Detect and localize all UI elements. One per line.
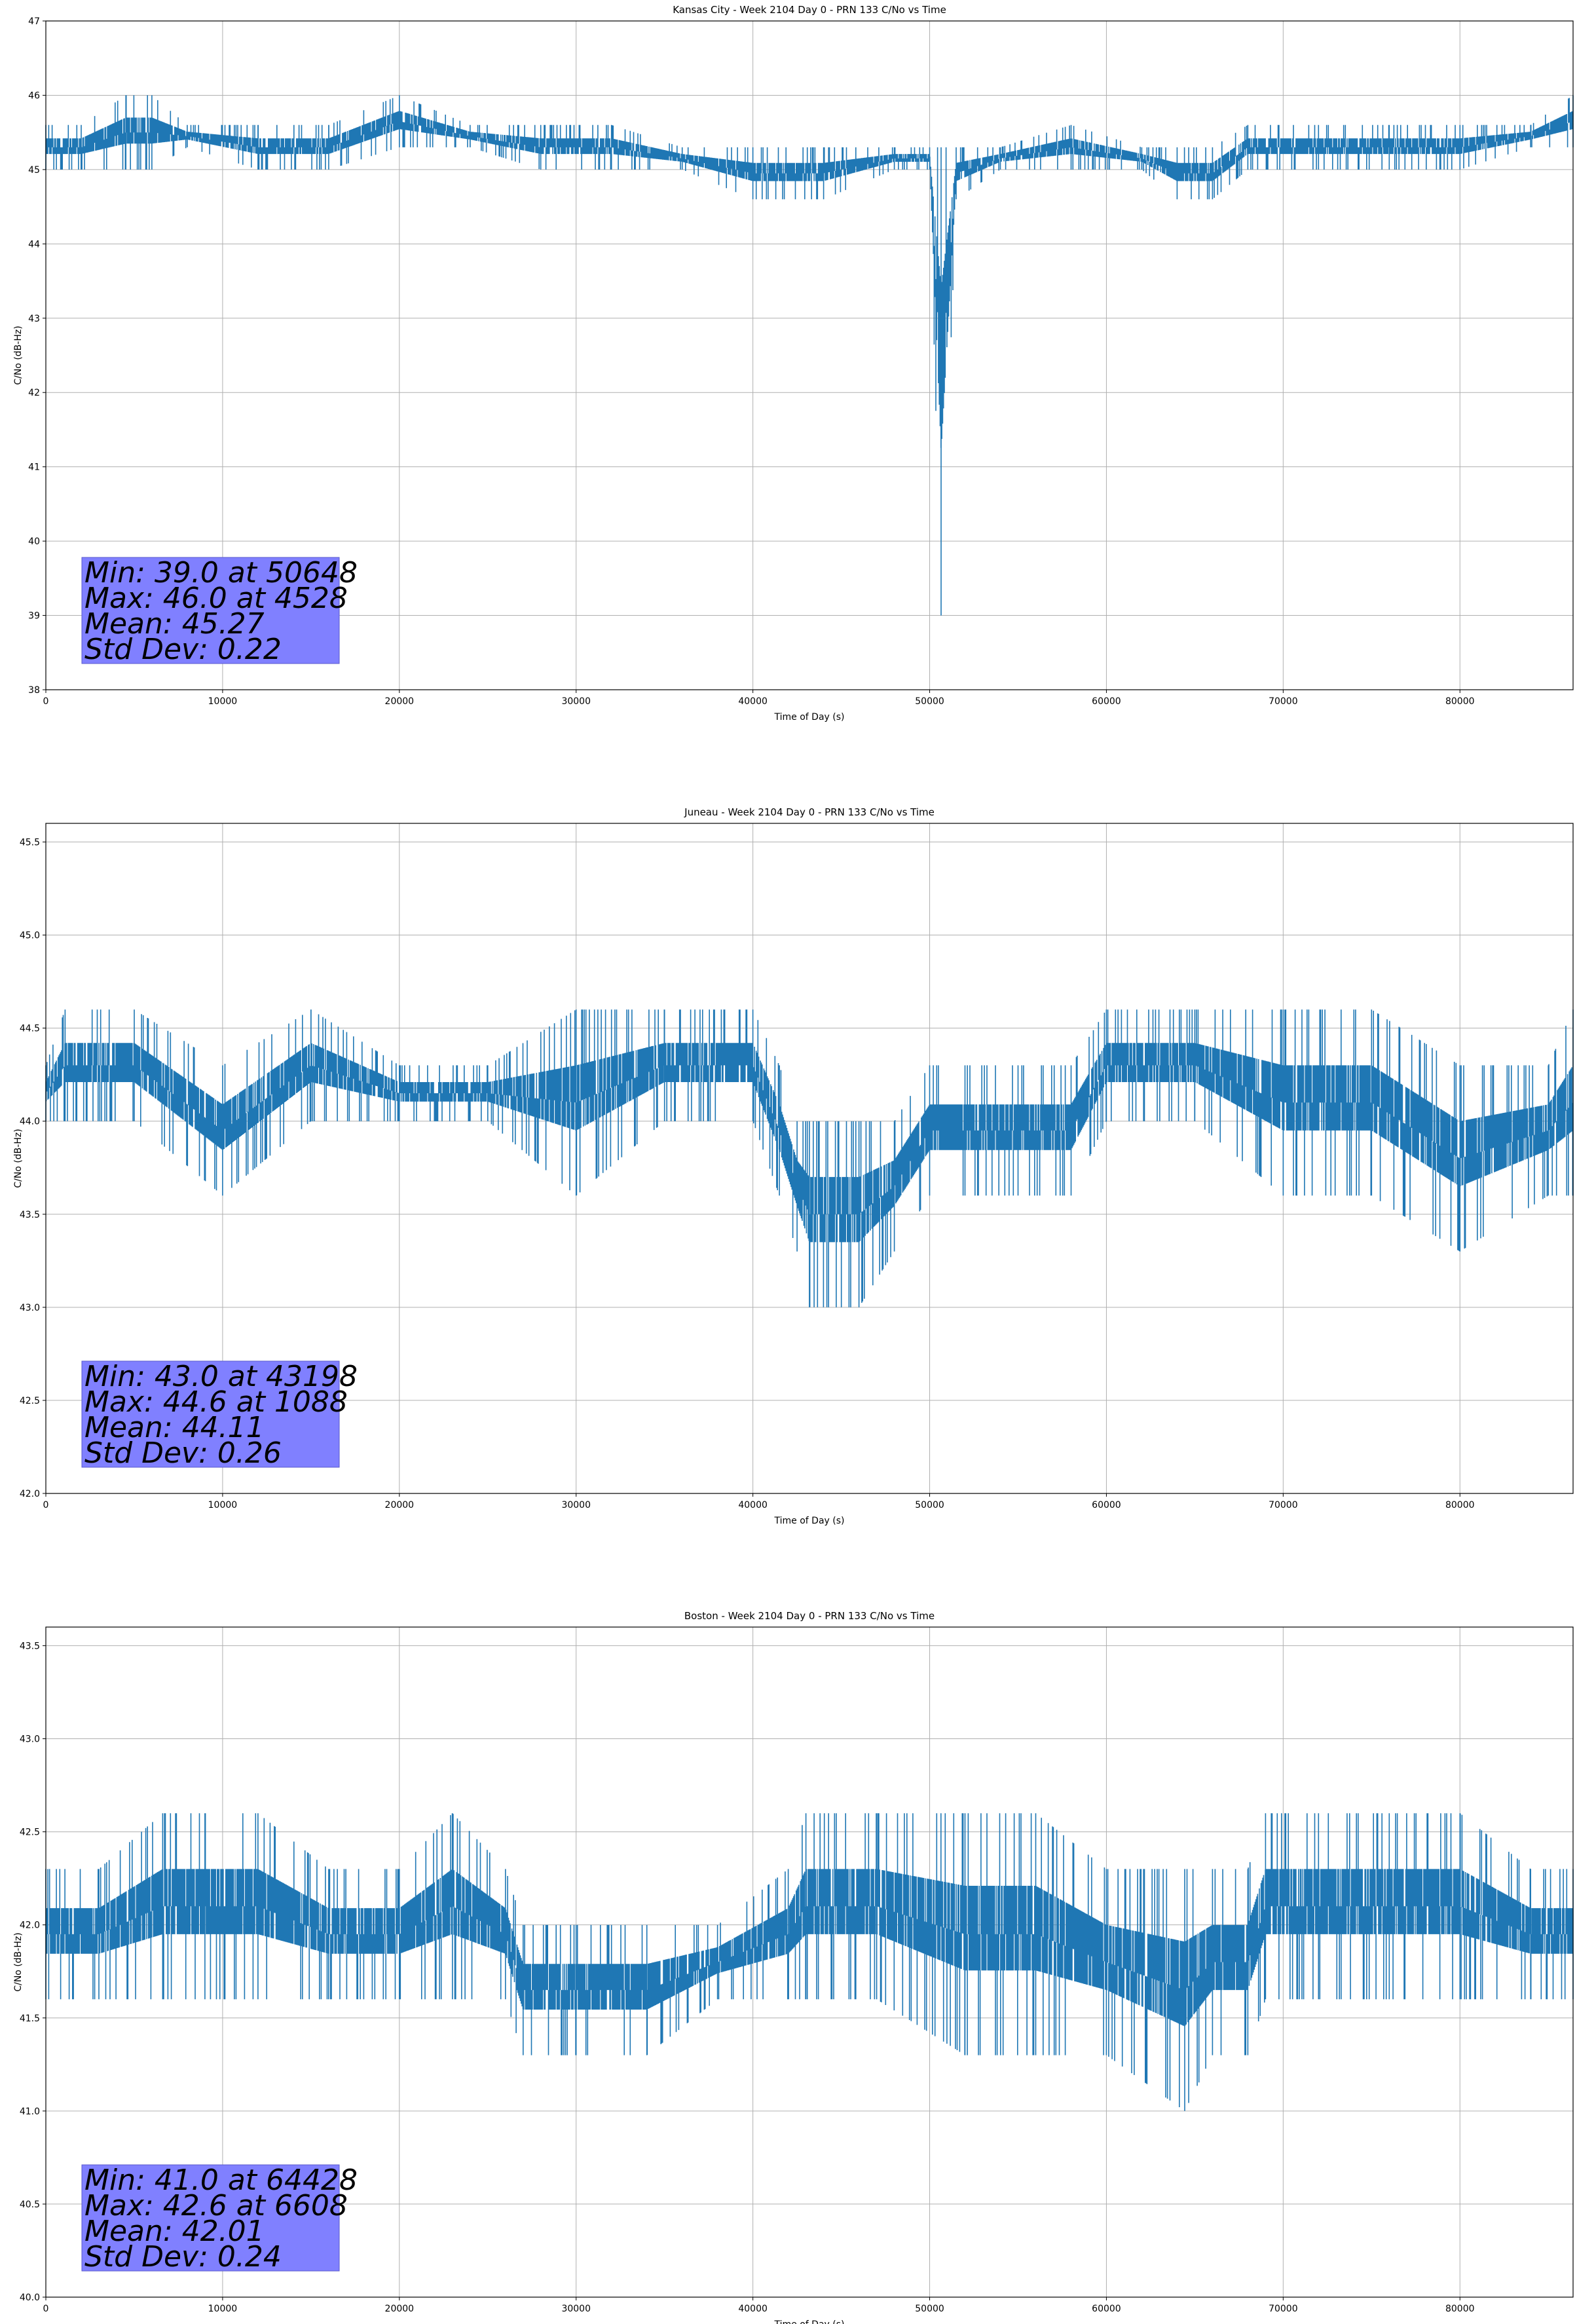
x-tick-label: 20000 [385,2304,415,2314]
chart-title: Kansas City - Week 2104 Day 0 - PRN 133 … [673,4,946,16]
x-tick-label: 30000 [561,696,591,707]
x-tick-label: 10000 [208,1500,238,1510]
x-tick-label: 80000 [1445,1500,1475,1510]
y-tick-label: 43 [28,314,40,324]
y-tick-label: 44.0 [20,1117,40,1127]
y-tick-label: 43.0 [20,1303,40,1313]
stats-text: Min: 39.0 at 50648 [84,556,358,590]
x-tick-label: 60000 [1092,696,1121,707]
stats-text: Max: 46.0 at 4528 [84,582,348,615]
y-tick-label: 47 [28,16,40,27]
y-tick-label: 43.5 [20,1210,40,1220]
y-tick-label: 42 [28,388,40,398]
x-tick-label: 50000 [915,696,944,707]
x-tick-label: 80000 [1445,2304,1475,2314]
x-axis-label: Time of Day (s) [774,2319,845,2324]
stats-text: Min: 43.0 at 43198 [84,1360,358,1393]
y-axis-label: C/No (dB-Hz) [13,326,24,384]
y-tick-label: 44.5 [20,1024,40,1034]
stats-text: Min: 41.0 at 64428 [84,2164,358,2197]
y-tick-label: 45.0 [20,931,40,941]
x-axis-label: Time of Day (s) [774,712,845,722]
x-tick-label: 10000 [208,2304,238,2314]
y-tick-label: 41.0 [20,2107,40,2117]
y-tick-label: 40 [28,536,40,547]
x-tick-label: 30000 [561,1500,591,1510]
x-tick-label: 70000 [1269,696,1298,707]
axes-frame [45,823,1574,1494]
x-tick-label: 40000 [738,696,768,707]
y-tick-label: 41.5 [20,2014,40,2024]
stats-text: Std Dev: 0.26 [84,1436,282,1470]
y-tick-label: 43.5 [20,1641,40,1651]
y-tick-label: 43.0 [20,1734,40,1745]
stats-box [81,2164,340,2272]
stats-text: Std Dev: 0.22 [84,633,282,666]
x-tick-label: 0 [43,1500,49,1510]
y-tick-label: 42.0 [20,1489,40,1499]
stats-box [81,1360,340,1468]
x-tick-label: 30000 [561,2304,591,2314]
stats-text: Max: 42.6 at 6608 [84,2189,348,2222]
y-tick-label: 46 [28,90,40,101]
x-tick-label: 60000 [1092,1500,1121,1510]
x-tick-label: 20000 [385,1500,415,1510]
chart-title: Boston - Week 2104 Day 0 - PRN 133 C/No … [684,1610,935,1622]
chart-2: 0 10000 20000 30000 40000 50000 60000 70000 8000… [13,806,1574,1526]
y-tick-label: 39 [28,611,40,622]
x-tick-label: 80000 [1445,696,1475,707]
y-tick-label: 41 [28,462,40,473]
y-tick-label: 38 [28,685,40,696]
series-line [45,1009,1574,1307]
y-tick-label: 45 [28,165,40,176]
stats-box [81,557,340,664]
stats-text: Mean: 42.01 [84,2215,265,2248]
x-tick-label: 70000 [1269,2304,1298,2314]
series-line [45,1813,1574,2111]
y-tick-label: 42.5 [20,1827,40,1838]
chart-3: 0 10000 20000 30000 40000 50000 60000 70000 8000… [13,1610,1574,2324]
series-line [45,95,1574,616]
x-tick-label: 40000 [738,2304,768,2314]
x-axis-label: Time of Day (s) [774,1516,845,1526]
y-tick-label: 45.5 [20,837,40,848]
x-tick-label: 50000 [915,2304,944,2314]
x-tick-label: 20000 [385,696,415,707]
y-tick-label: 40.0 [20,2293,40,2303]
y-tick-label: 44 [28,239,40,250]
axes-frame [45,20,1574,690]
stats-text: Mean: 44.11 [84,1411,265,1444]
stats-text: Mean: 45.27 [84,607,265,641]
x-tick-label: 0 [43,696,49,707]
x-tick-label: 60000 [1092,2304,1121,2314]
x-tick-label: 0 [43,2304,49,2314]
x-tick-label: 40000 [738,1500,768,1510]
x-tick-label: 10000 [208,696,238,707]
x-tick-label: 50000 [915,1500,944,1510]
y-tick-label: 42.5 [20,1396,40,1406]
stats-text: Max: 44.6 at 1088 [84,1385,348,1419]
axes-frame [45,1626,1574,2298]
y-tick-label: 40.5 [20,2200,40,2210]
x-tick-label: 70000 [1269,1500,1298,1510]
y-axis-label: C/No (dB-Hz) [13,1129,24,1188]
chart-title: Juneau - Week 2104 Day 0 - PRN 133 C/No … [684,806,935,818]
y-axis-label: C/No (dB-Hz) [13,1932,24,1991]
stats-text: Std Dev: 0.24 [84,2240,282,2274]
y-tick-label: 42.0 [20,1921,40,1931]
chart-1: 0 10000 20000 30000 40000 50000 60000 70000 8000… [13,4,1574,722]
